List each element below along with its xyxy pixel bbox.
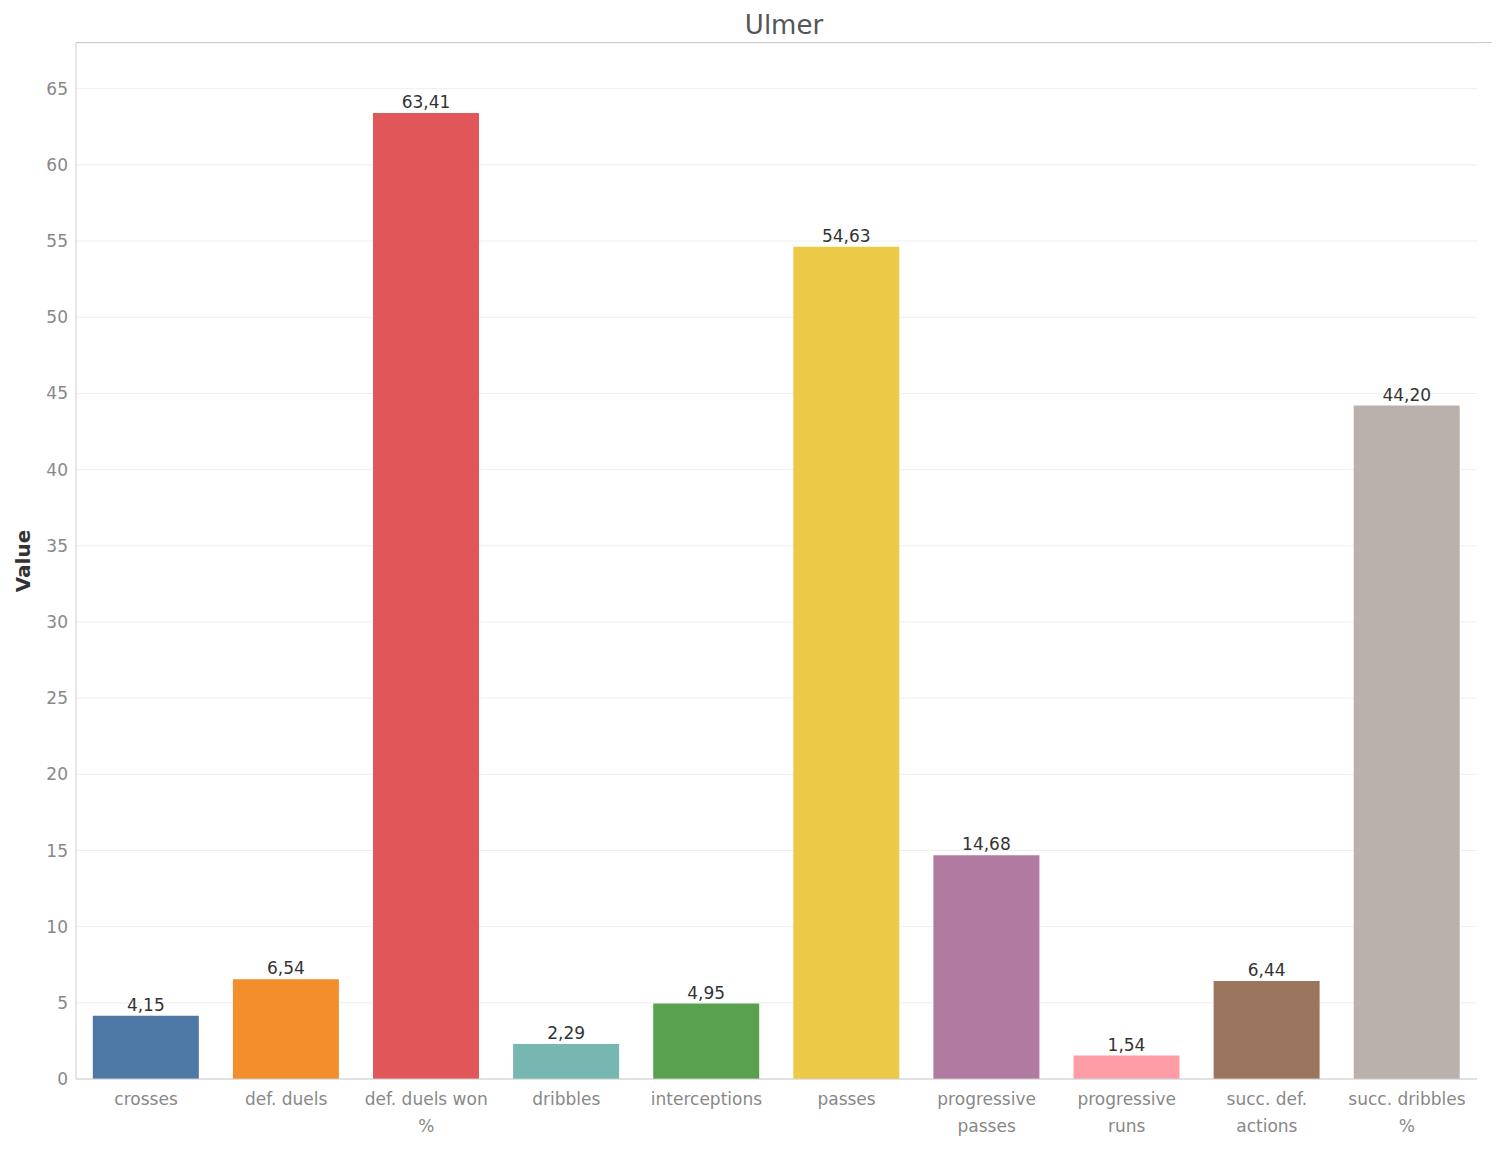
svg-text:progressivepasses: progressivepasses (937, 1089, 1036, 1136)
html-text:Ulmer: Ulmer (744, 10, 824, 40)
svg-text:54,63: 54,63 (822, 226, 871, 246)
svg-text:crosses: crosses (114, 1089, 178, 1109)
svg-text:45: 45 (46, 383, 68, 403)
svg-text:4,15: 4,15 (127, 995, 165, 1015)
svg-text:44,20: 44,20 (1382, 385, 1431, 405)
svg-text:1,54: 1,54 (1108, 1035, 1146, 1055)
svg-text:35: 35 (46, 536, 68, 556)
svg-text:20: 20 (46, 764, 68, 784)
svg-text:succ. def.actions: succ. def.actions (1227, 1089, 1308, 1136)
svg-text:25: 25 (46, 688, 68, 708)
svg-text:0: 0 (57, 1069, 68, 1089)
svg-text:def. duels: def. duels (245, 1089, 328, 1109)
svg-text:50: 50 (46, 307, 68, 327)
svg-text:10: 10 (46, 917, 68, 937)
svg-text:14,68: 14,68 (962, 834, 1011, 854)
svg-text:5: 5 (57, 993, 68, 1013)
svg-text:6,54: 6,54 (267, 958, 305, 978)
svg-text:15: 15 (46, 841, 68, 861)
svg-text:interceptions: interceptions (651, 1089, 762, 1109)
svg-text:60: 60 (46, 155, 68, 175)
svg-text:6,44: 6,44 (1248, 960, 1286, 980)
svg-text:def. duels won%: def. duels won% (365, 1089, 488, 1136)
svg-text:30: 30 (46, 612, 68, 632)
svg-text:progressiveruns: progressiveruns (1077, 1089, 1176, 1136)
svg-text:55: 55 (46, 231, 68, 251)
svg-text:2,29: 2,29 (547, 1023, 585, 1043)
svg-text:succ. dribbles%: succ. dribbles% (1348, 1089, 1465, 1136)
svg-text:63,41: 63,41 (402, 92, 451, 112)
svg-text:4,95: 4,95 (687, 983, 725, 1003)
svg-text:40: 40 (46, 460, 68, 480)
svg-text:Value: Value (11, 530, 35, 593)
svg-text:passes: passes (817, 1089, 875, 1109)
svg-text:65: 65 (46, 79, 68, 99)
svg-text:dribbles: dribbles (532, 1089, 600, 1109)
